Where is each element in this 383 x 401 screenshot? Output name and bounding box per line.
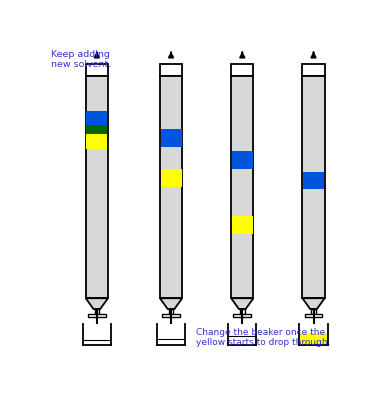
Bar: [86, 125, 107, 134]
Bar: [86, 111, 107, 125]
Polygon shape: [303, 298, 325, 309]
Bar: [95, 309, 99, 314]
Polygon shape: [160, 298, 182, 309]
Bar: [300, 333, 327, 344]
Bar: [232, 216, 253, 234]
Bar: [233, 314, 251, 317]
Bar: [231, 76, 254, 298]
Bar: [162, 314, 180, 317]
Bar: [304, 314, 322, 317]
Bar: [160, 63, 182, 76]
Bar: [303, 76, 325, 298]
Bar: [232, 152, 253, 169]
Bar: [303, 63, 325, 76]
Bar: [86, 134, 107, 149]
Bar: [88, 314, 106, 317]
Polygon shape: [231, 298, 254, 309]
Text: Change the beaker once the
yellow starts to drop through.: Change the beaker once the yellow starts…: [196, 328, 331, 347]
Polygon shape: [86, 298, 108, 309]
Bar: [86, 76, 108, 298]
Bar: [169, 309, 173, 314]
Bar: [160, 76, 182, 298]
Bar: [86, 63, 108, 76]
Bar: [303, 172, 324, 189]
Bar: [160, 129, 182, 147]
Bar: [240, 309, 245, 314]
Bar: [160, 169, 182, 187]
Bar: [311, 309, 316, 314]
Bar: [231, 63, 254, 76]
Text: Keep adding
new solvent.: Keep adding new solvent.: [51, 50, 111, 69]
